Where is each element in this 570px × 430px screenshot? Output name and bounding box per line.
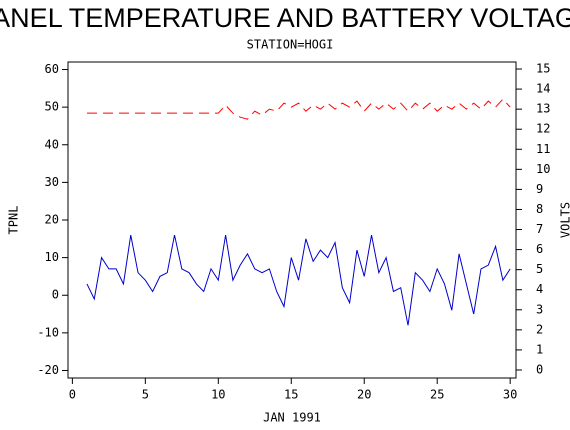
y2-tick-label: 13 <box>536 102 550 116</box>
y2-tick-label: 10 <box>536 162 550 176</box>
y-tick-label: 0 <box>52 288 59 302</box>
x-tick-label: 0 <box>69 388 76 402</box>
y-axis-label: TPNL <box>7 206 21 235</box>
y2-tick-label: 15 <box>536 62 550 76</box>
y2-tick-label: 2 <box>536 322 543 336</box>
y2-tick-label: 8 <box>536 202 543 216</box>
y2-tick-label: 0 <box>536 362 543 376</box>
x-tick-label: 30 <box>503 388 517 402</box>
y-tick-label: 60 <box>45 62 59 76</box>
x-tick-label: 10 <box>211 388 225 402</box>
chart-subtitle: STATION=HOGI <box>247 38 334 52</box>
x-axis-label: JAN 1991 <box>263 411 321 425</box>
series-line <box>86 234 511 326</box>
y-tick-label: 30 <box>45 175 59 189</box>
y-tick-label: -10 <box>37 325 59 339</box>
y2-tick-label: 7 <box>536 222 543 236</box>
y2-tick-label: 4 <box>536 282 543 296</box>
y-tick-label: 50 <box>45 100 59 114</box>
x-tick-label: 5 <box>142 388 149 402</box>
x-tick-label: 20 <box>357 388 371 402</box>
y2-tick-label: 14 <box>536 82 550 96</box>
y2-tick-label: 5 <box>536 262 543 276</box>
plot-frame <box>67 61 517 379</box>
y2-tick-label: 1 <box>536 342 543 356</box>
y-tick-label: -20 <box>37 363 59 377</box>
chart-title: PANEL TEMPERATURE AND BATTERY VOLTAGE <box>0 3 570 33</box>
y2-tick-label: 3 <box>536 302 543 316</box>
y2-axis-label: VOLTS <box>559 202 570 238</box>
y2-tick-label: 9 <box>536 182 543 196</box>
series-line <box>86 98 511 120</box>
y-tick-label: 40 <box>45 137 59 151</box>
y-tick-label: 20 <box>45 213 59 227</box>
y2-tick-label: 6 <box>536 242 543 256</box>
x-tick-label: 15 <box>284 388 298 402</box>
y2-tick-label: 11 <box>536 142 550 156</box>
y2-tick-label: 12 <box>536 122 550 136</box>
y-tick-label: 10 <box>45 250 59 264</box>
x-tick-label: 25 <box>430 388 444 402</box>
